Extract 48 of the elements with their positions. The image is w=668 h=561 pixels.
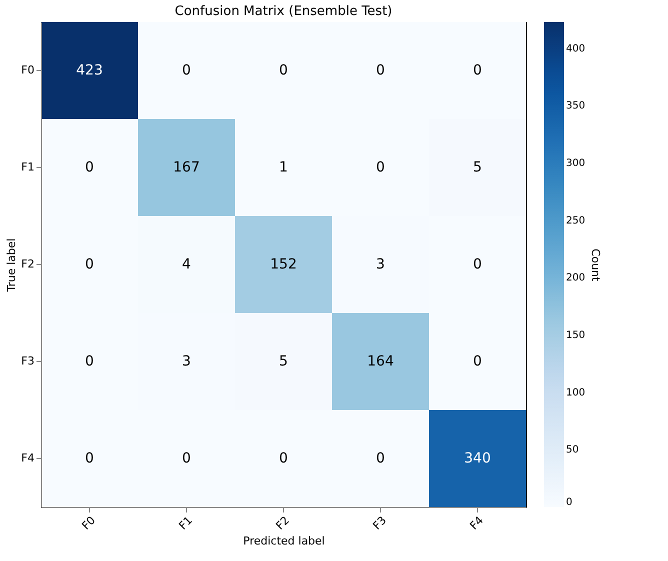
data-label: 0 bbox=[376, 160, 385, 176]
color-bar-label: 350 bbox=[566, 100, 586, 112]
data-label: 5 bbox=[279, 354, 288, 370]
color-bar-label: 150 bbox=[566, 330, 586, 342]
data-label: 0 bbox=[473, 256, 482, 272]
data-label: 0 bbox=[85, 160, 94, 176]
color-bar-label: 200 bbox=[566, 272, 586, 284]
data-label: 152 bbox=[270, 256, 297, 272]
data-label: 423 bbox=[76, 62, 103, 78]
data-label: 0 bbox=[182, 450, 191, 466]
x-tick-label: F1 bbox=[176, 514, 195, 532]
data-label: 3 bbox=[376, 256, 385, 272]
data-label: 0 bbox=[85, 450, 94, 466]
data-label: 1 bbox=[279, 160, 288, 176]
y-tick-label: F2 bbox=[21, 258, 34, 270]
data-label: 3 bbox=[182, 354, 191, 370]
data-label: 340 bbox=[464, 450, 491, 466]
color-bar-title: Count bbox=[589, 248, 602, 282]
data-label: 0 bbox=[182, 62, 191, 78]
x-tick-label: F0 bbox=[79, 514, 98, 532]
color-bar-label: 0 bbox=[566, 497, 572, 508]
y-tick-label: F4 bbox=[21, 452, 34, 464]
x-tick-label: F4 bbox=[467, 514, 486, 532]
y-tick-label: F0 bbox=[21, 64, 34, 76]
x-tick-label: F2 bbox=[273, 514, 292, 532]
data-label: 0 bbox=[473, 354, 482, 370]
color-bar-label: 100 bbox=[566, 387, 586, 398]
data-label: 0 bbox=[85, 256, 94, 272]
x-axis-title: Predicted label bbox=[243, 534, 325, 548]
color-bar-label: 300 bbox=[566, 158, 586, 170]
y-tick-label: F3 bbox=[21, 354, 34, 368]
color-bar-label: 50 bbox=[566, 444, 579, 456]
data-label: 0 bbox=[279, 62, 288, 78]
color-bar-label: 250 bbox=[566, 215, 586, 226]
data-label: 5 bbox=[473, 160, 482, 176]
data-label: 0 bbox=[279, 450, 288, 466]
data-label: 167 bbox=[173, 160, 200, 176]
data-label: 0 bbox=[473, 62, 482, 78]
data-label: 0 bbox=[376, 62, 385, 78]
color-bar-label: 400 bbox=[566, 43, 586, 54]
y-tick-label: F1 bbox=[21, 160, 34, 174]
x-tick-label: F3 bbox=[370, 514, 389, 532]
data-label: 0 bbox=[85, 354, 94, 370]
y-axis-title: True label bbox=[5, 238, 18, 293]
chart-title: Confusion Matrix (Ensemble Test) bbox=[174, 4, 392, 19]
data-label: 0 bbox=[376, 450, 385, 466]
data-label: 4 bbox=[182, 256, 192, 272]
data-label: 164 bbox=[367, 354, 394, 370]
